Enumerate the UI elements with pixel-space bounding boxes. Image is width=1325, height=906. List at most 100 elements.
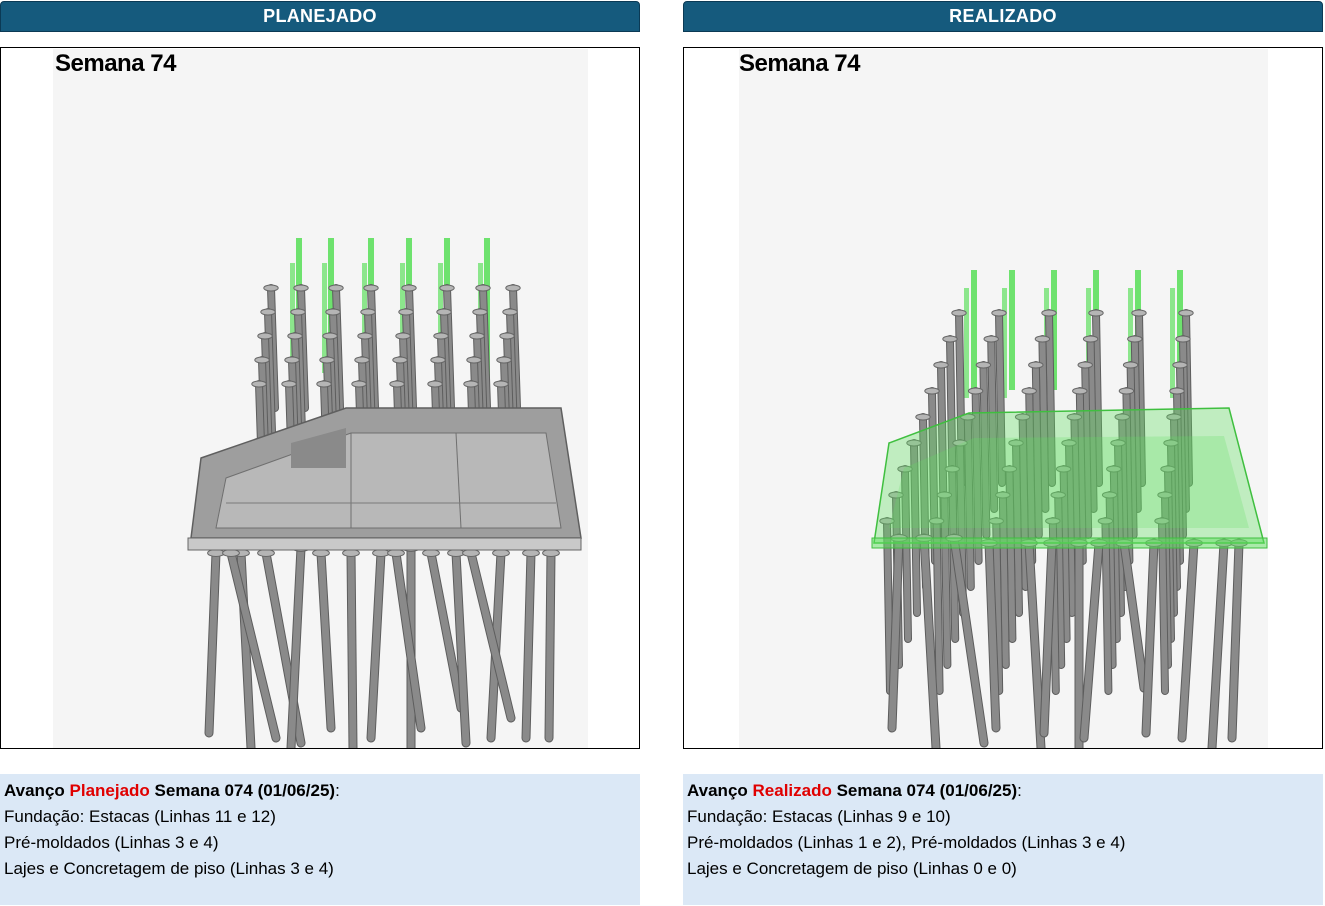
pile-cap [430, 356, 446, 364]
pile-cap [928, 517, 945, 525]
pile [972, 388, 982, 564]
pile-cap [1014, 413, 1031, 421]
pile [1032, 362, 1042, 538]
pile [1093, 310, 1102, 486]
planned-header: PLANEJADO [0, 1, 640, 32]
pile [920, 534, 940, 748]
new-pile [1002, 288, 1007, 398]
pile [1228, 539, 1243, 742]
pile-cap [319, 356, 335, 364]
planned-model-frame: Semana 74 [0, 47, 640, 749]
pile [1120, 539, 1148, 692]
new-pile [1051, 270, 1057, 390]
pile-cap [1131, 309, 1147, 317]
pile-cap [1028, 361, 1044, 369]
pile-cap [322, 332, 338, 340]
actual-notes-line: Fundação: Estacas (Linhas 9 e 10) [687, 807, 951, 826]
pile [1178, 539, 1198, 742]
pile-cap [354, 356, 370, 364]
actual-week-label: Semana 74 [739, 50, 860, 77]
pile [988, 336, 998, 512]
pile [1060, 466, 1070, 642]
pile-cap [1101, 491, 1118, 499]
pile-cap [462, 549, 480, 557]
pile-cap [522, 549, 540, 557]
pile-cap [1166, 413, 1182, 421]
pile-cap [436, 308, 452, 316]
pile-cap [316, 380, 332, 388]
pile [911, 440, 920, 616]
actual-model-frame: Semana 74 [683, 47, 1323, 749]
pile-cap [257, 549, 275, 557]
precast-element [291, 428, 346, 468]
pile-cap [287, 332, 303, 340]
pile-cap [1169, 387, 1185, 395]
actual-notes-line: Pré-moldados (Linhas 1 e 2), Pré-moldado… [687, 833, 1126, 852]
pile-cap [433, 332, 449, 340]
planned-notes-accent: Planejado [69, 781, 150, 800]
slab-edge [871, 537, 1268, 549]
pile-cap [422, 549, 440, 557]
actual-header-title: REALIZADO [949, 6, 1057, 26]
pile-cap [906, 439, 922, 447]
pile [999, 492, 1009, 668]
pile-cap [888, 491, 904, 499]
actual-column: REALIZADO Semana 74 Avanço Realizado Sem… [683, 0, 1323, 906]
pile-cap [427, 380, 443, 388]
pile [980, 362, 990, 538]
concrete-slab-top [889, 436, 1249, 528]
pile-cap [1110, 439, 1126, 447]
pile-cap [505, 284, 521, 292]
pile-cap [439, 284, 455, 292]
pile-cap [466, 356, 482, 364]
pile [1066, 440, 1075, 616]
pile-cap [492, 549, 510, 557]
pile-cap [995, 491, 1011, 499]
pile-cap [936, 491, 953, 499]
pile-cap [952, 439, 968, 447]
slab-joint [455, 432, 462, 529]
pile-cap [1160, 465, 1176, 473]
concrete-slab [873, 407, 1265, 544]
pile [1013, 440, 1022, 616]
pile [888, 534, 903, 732]
pile [452, 549, 470, 747]
planned-column: PLANEJADO Semana 74 Avanço Planejado Sem… [0, 0, 640, 906]
pile-cap [360, 308, 376, 316]
pile-cap [967, 387, 984, 395]
pile-cap [392, 356, 408, 364]
pile [1208, 539, 1228, 748]
pile-cap [1050, 491, 1066, 499]
pile [1026, 388, 1036, 564]
pile-cap [983, 335, 999, 343]
pile-cap [222, 549, 240, 557]
planned-notes-title: Avanço Planejado Semana 074 (01/06/25): [4, 778, 636, 804]
planned-notes-line: Pré-moldados (Linhas 3 e 4) [4, 833, 219, 852]
pile-cap [1066, 413, 1083, 421]
pile-cap [1157, 491, 1173, 499]
pile-cap [924, 387, 940, 395]
planned-notes-colon: : [335, 781, 340, 800]
pile-cap [372, 549, 390, 557]
pile [1159, 518, 1168, 694]
pile [427, 549, 465, 712]
pile-cap [207, 549, 225, 557]
new-pile [1128, 288, 1133, 398]
pile-cap [879, 517, 895, 525]
actual-3d-model [871, 270, 1268, 748]
actual-notes-colon: : [1017, 781, 1022, 800]
pile-cap [1082, 335, 1099, 343]
planned-notes-line: Lajes e Concretagem de piso (Linhas 3 e … [4, 859, 334, 878]
pile [941, 492, 951, 668]
pile [1046, 310, 1055, 486]
pile [993, 518, 1003, 694]
new-pile [290, 263, 295, 373]
pile [392, 549, 425, 732]
pile-cap [312, 549, 330, 557]
pile-cap [1106, 465, 1122, 473]
pile [545, 549, 555, 742]
pile-cap [398, 308, 414, 316]
pile-cap [251, 380, 267, 388]
pile-cap [933, 361, 949, 369]
planned-notes-prefix: Avanço [4, 781, 70, 800]
